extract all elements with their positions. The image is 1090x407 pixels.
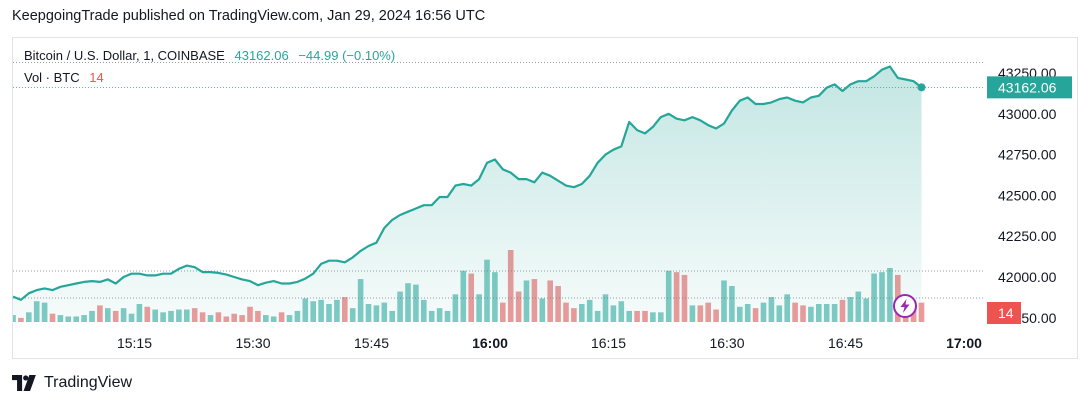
- price-area: [13, 66, 922, 322]
- volume-value: 14: [89, 70, 104, 85]
- x-tick-label: 15:30: [235, 335, 270, 351]
- x-tick-label: 15:45: [354, 335, 389, 351]
- tradingview-logo-icon: [12, 375, 36, 391]
- volume-legend: Vol · BTC 14: [24, 70, 104, 85]
- price-line: [12, 65, 923, 301]
- publish-info: KeepgoingTrade published on TradingView.…: [12, 8, 486, 24]
- x-tick-label: 16:30: [709, 335, 744, 351]
- y-tick-label: 43000.00: [998, 106, 1057, 122]
- y-tick-label: 42000.00: [998, 269, 1057, 285]
- chart-frame: [12, 37, 1078, 359]
- symbol-legend: Bitcoin / U.S. Dollar, 1, COINBASE 43162…: [24, 48, 395, 63]
- y-tick-label: 42250.00: [998, 228, 1057, 244]
- price-badge-text: 43162.06: [998, 79, 1057, 95]
- y-tick-label: 42750.00: [998, 147, 1057, 163]
- lightning-icon[interactable]: [893, 294, 917, 318]
- footer-brand[interactable]: TradingView: [44, 374, 133, 391]
- price-change: −44.99 (−0.10%): [298, 48, 396, 63]
- x-tick-label: 16:00: [472, 335, 508, 351]
- x-tick-label: 15:15: [117, 335, 152, 351]
- last-price: 43162.06: [234, 48, 289, 63]
- symbol-name[interactable]: Bitcoin / U.S. Dollar, 1, COINBASE: [24, 48, 225, 63]
- x-tick-label: 16:45: [828, 335, 863, 351]
- y-tick-label: 42500.00: [998, 187, 1057, 203]
- last-price-dot: [917, 83, 926, 92]
- volume-badge-text: 14: [998, 305, 1014, 321]
- volume-badge: [987, 302, 1021, 324]
- volume-label[interactable]: Vol · BTC: [24, 70, 80, 85]
- price-badge: [987, 76, 1072, 99]
- x-tick-label: 16:15: [591, 335, 626, 351]
- x-tick-label: 17:00: [946, 335, 982, 351]
- footer: TradingView: [12, 374, 132, 392]
